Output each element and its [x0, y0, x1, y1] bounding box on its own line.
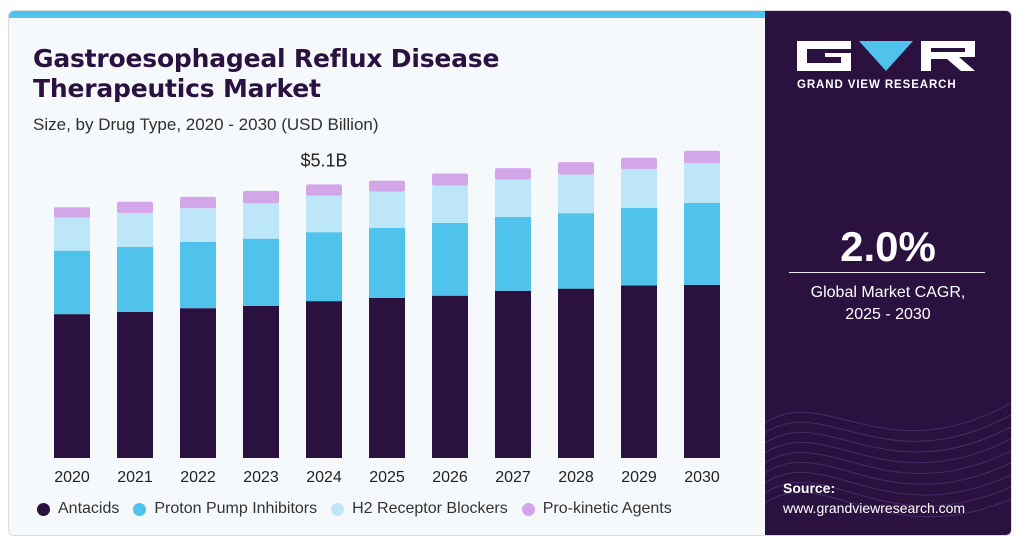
decorative-wave-pattern	[765, 402, 1011, 518]
bar-segment-h2-receptor-blockers-2026	[432, 185, 468, 223]
x-tick-label-2029: 2029	[621, 469, 657, 486]
x-tick-label-2027: 2027	[495, 469, 531, 486]
legend-swatch-h2	[331, 502, 345, 516]
bar-segment-antacids-2030	[684, 284, 720, 458]
grand-view-research-logo: GRAND VIEW RESEARCH	[797, 41, 979, 91]
x-tick-label-2028: 2028	[558, 469, 594, 486]
bar-segment-pro-kinetic-agents-2029	[621, 157, 657, 170]
bar-segment-antacids-2026	[432, 295, 468, 458]
summary-panel: GRAND VIEW RESEARCH 2.0% Global Market C…	[765, 11, 1011, 535]
x-tick-label-2025: 2025	[369, 469, 405, 486]
bar-segment-h2-receptor-blockers-2023	[243, 203, 279, 239]
chart-legend: Antacids Proton Pump Inhibitors H2 Recep…	[37, 500, 686, 518]
chart-subtitle: Size, by Drug Type, 2020 - 2030 (USD Bil…	[33, 115, 379, 134]
cagr-divider	[789, 272, 985, 273]
bar-segment-antacids-2020	[54, 314, 90, 458]
bar-segment-pro-kinetic-agents-2028	[558, 162, 594, 175]
logo-v-mark-icon	[859, 41, 913, 71]
bar-segment-pro-kinetic-agents-2025	[369, 180, 405, 192]
bar-segment-proton-pump-inhibitors-2021	[117, 246, 153, 312]
logo-marks	[797, 41, 979, 71]
bar-segment-h2-receptor-blockers-2022	[180, 208, 216, 242]
bar-segment-proton-pump-inhibitors-2027	[495, 216, 531, 291]
legend-label-antacids: Antacids	[58, 500, 120, 517]
bar-segment-h2-receptor-blockers-2027	[495, 179, 531, 217]
bar-segment-proton-pump-inhibitors-2022	[180, 241, 216, 309]
chart-title: Gastroesophageal Reflux Disease Therapeu…	[33, 44, 500, 103]
bar-segment-h2-receptor-blockers-2029	[621, 169, 657, 208]
bar-segment-proton-pump-inhibitors-2029	[621, 207, 657, 286]
bar-segment-pro-kinetic-agents-2027	[495, 168, 531, 180]
legend-item-antacids: Antacids	[37, 500, 119, 518]
bar-segment-pro-kinetic-agents-2021	[117, 201, 153, 214]
cagr-label: Global Market CAGR, 2025 - 2030	[765, 282, 1011, 326]
accent-bar	[9, 11, 765, 18]
x-tick-label-2030: 2030	[684, 469, 720, 486]
bar-segment-proton-pump-inhibitors-2030	[684, 202, 720, 285]
bar-segment-h2-receptor-blockers-2028	[558, 174, 594, 214]
infographic-card: Gastroesophageal Reflux Disease Therapeu…	[8, 10, 1012, 536]
bar-segment-pro-kinetic-agents-2024	[306, 184, 342, 196]
bar-segment-antacids-2025	[369, 297, 405, 458]
source-url[interactable]: www.grandviewresearch.com	[783, 500, 966, 516]
x-tick-label-2023: 2023	[243, 469, 279, 486]
bar-segment-antacids-2029	[621, 285, 657, 458]
bar-segment-antacids-2021	[117, 311, 153, 458]
legend-label-h2: H2 Receptor Blockers	[352, 500, 508, 517]
x-tick-label-2024: 2024	[306, 469, 342, 486]
x-tick-label-2021: 2021	[117, 469, 153, 486]
bar-segment-proton-pump-inhibitors-2026	[432, 222, 468, 296]
legend-label-prokinetic: Pro-kinetic Agents	[542, 500, 672, 517]
bar-segment-h2-receptor-blockers-2021	[117, 213, 153, 247]
bar-segment-pro-kinetic-agents-2020	[54, 207, 90, 218]
bar-segment-pro-kinetic-agents-2022	[180, 196, 216, 209]
legend-label-ppi: Proton Pump Inhibitors	[154, 500, 318, 517]
x-tick-label-2026: 2026	[432, 469, 468, 486]
source-label: Source:	[783, 480, 836, 496]
data-label-annotation: $5.1B	[300, 150, 347, 170]
legend-item-h2: H2 Receptor Blockers	[331, 500, 508, 518]
x-tick-label-2022: 2022	[180, 469, 216, 486]
bar-segment-antacids-2024	[306, 301, 342, 458]
bar-segment-antacids-2023	[243, 306, 279, 458]
bar-segment-h2-receptor-blockers-2025	[369, 191, 405, 228]
bar-segment-proton-pump-inhibitors-2028	[558, 213, 594, 289]
bar-segment-h2-receptor-blockers-2020	[54, 217, 90, 251]
bar-segment-h2-receptor-blockers-2030	[684, 163, 720, 203]
bar-segment-pro-kinetic-agents-2023	[243, 190, 279, 204]
bar-segment-antacids-2028	[558, 288, 594, 458]
cagr-label-line2: 2025 - 2030	[845, 306, 931, 323]
bar-segment-antacids-2027	[495, 290, 531, 458]
legend-swatch-prokinetic	[521, 502, 535, 516]
legend-swatch-antacids	[37, 502, 50, 516]
bar-segment-pro-kinetic-agents-2026	[432, 173, 468, 186]
bar-segment-proton-pump-inhibitors-2025	[369, 227, 405, 298]
bar-segment-proton-pump-inhibitors-2024	[306, 232, 342, 302]
legend-item-ppi: Proton Pump Inhibitors	[133, 500, 317, 518]
x-tick-label-2020: 2020	[54, 469, 90, 486]
stacked-bar-chart: 2020 2021 2022 2023 2024 $5.1B 2025 2026 2027 202…	[54, 150, 720, 486]
legend-swatch-ppi	[133, 502, 147, 516]
legend-item-prokinetic: Pro-kinetic Agents	[521, 500, 672, 518]
bar-segment-proton-pump-inhibitors-2023	[243, 238, 279, 306]
bar-segment-pro-kinetic-agents-2030	[684, 150, 720, 164]
source-note: Source: www.grandviewresearch.com	[783, 478, 965, 518]
logo-r-mark-icon	[921, 41, 975, 71]
bar-segment-h2-receptor-blockers-2024	[306, 195, 342, 233]
logo-text: GRAND VIEW RESEARCH	[797, 79, 957, 91]
cagr-value: 2.0%	[840, 223, 936, 270]
cagr-label-line1: Global Market CAGR,	[810, 284, 966, 301]
chart-panel: Gastroesophageal Reflux Disease Therapeu…	[9, 18, 765, 535]
bar-segment-antacids-2022	[180, 308, 216, 458]
logo-g-mark-icon	[797, 41, 851, 71]
bar-segment-proton-pump-inhibitors-2020	[54, 250, 90, 315]
